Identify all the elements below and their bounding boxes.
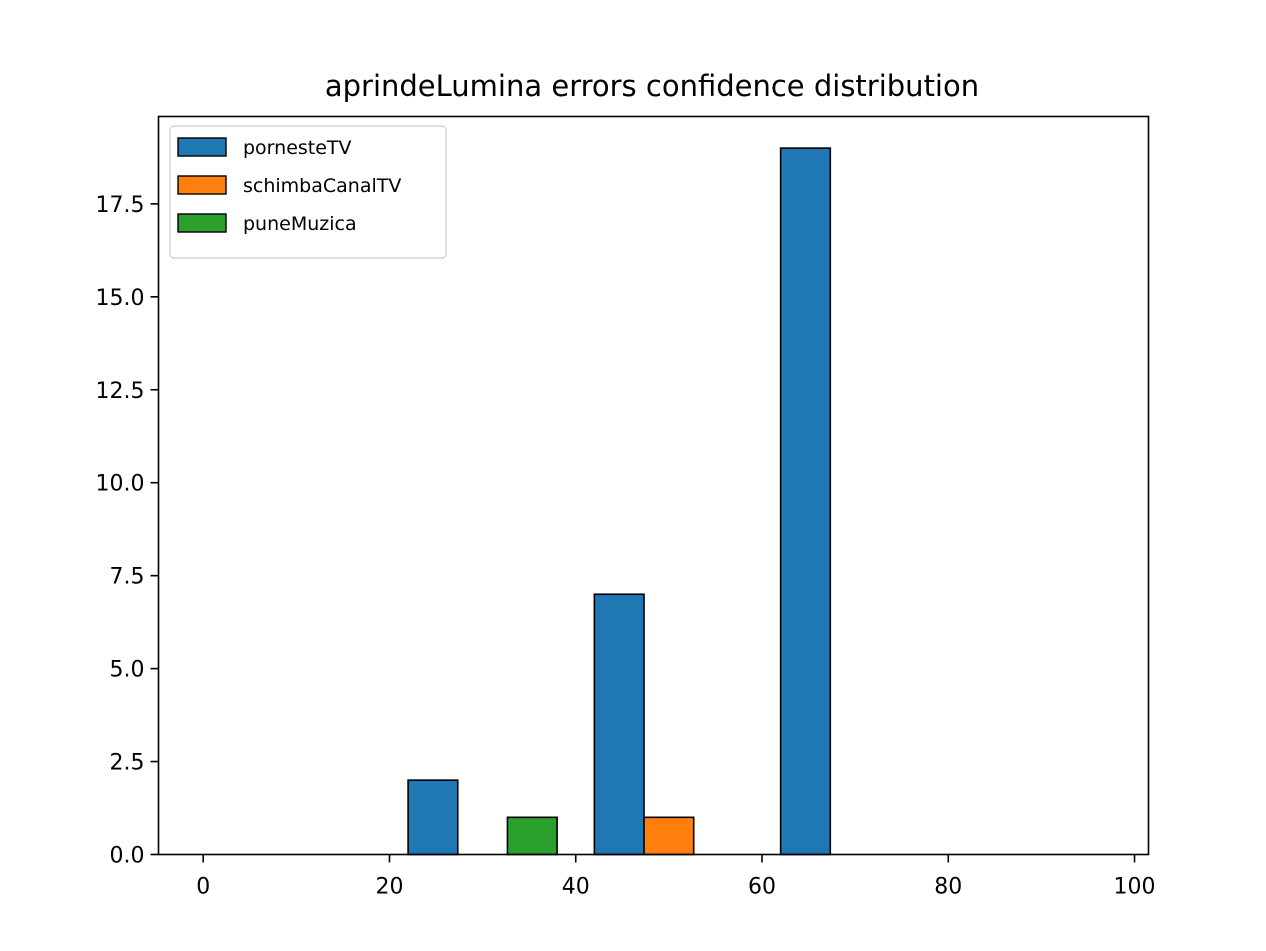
legend-swatch-pornesteTV (177, 137, 227, 157)
legend-label-puneMuzica: puneMuzica (243, 213, 357, 235)
y-axis: 0.0 2.5 5.0 7.5 10.0 12.5 15.0 17.5 (96, 193, 159, 869)
bars-layer (407, 147, 832, 856)
legend: pornesteTV schimbaCanalTV puneMuzica (169, 125, 447, 259)
bar-pornesteTV-bin-1 (407, 779, 459, 856)
y-tick-label: 17.5 (96, 193, 145, 218)
y-tick-label: 15.0 (96, 286, 145, 311)
x-tick-label: 80 (934, 875, 962, 900)
y-tick-label: 2.5 (110, 751, 145, 776)
bar-pornesteTV-bin-3 (779, 147, 832, 856)
legend-swatch-puneMuzica (177, 213, 227, 233)
bar-pornesteTV-bin-2 (593, 593, 645, 856)
legend-box (169, 125, 447, 259)
legend-label-pornesteTV: pornesteTV (243, 137, 352, 159)
bar-schimbaCanalTV-bin-2 (643, 816, 695, 856)
bar-puneMuzica-bin-1 (506, 816, 558, 856)
y-tick-label: 5.0 (110, 658, 145, 683)
x-tick-label: 100 (1114, 875, 1156, 900)
y-tick-label: 0.0 (110, 844, 145, 869)
plot-frame (157, 115, 1150, 856)
x-axis: 0 20 40 60 80 100 (196, 854, 1156, 900)
y-tick-label: 7.5 (110, 565, 145, 590)
x-tick-label: 20 (375, 875, 403, 900)
y-tick-label: 10.0 (96, 472, 145, 497)
x-tick-label: 60 (748, 875, 776, 900)
x-tick-label: 0 (196, 875, 210, 900)
y-tick-label: 12.5 (96, 379, 145, 404)
legend-label-schimbaCanalTV: schimbaCanalTV (243, 175, 401, 197)
legend-swatch-schimbaCanalTV (177, 175, 227, 195)
chart-title: aprindeLumina errors confidence distribu… (325, 69, 979, 103)
x-tick-label: 40 (562, 875, 590, 900)
